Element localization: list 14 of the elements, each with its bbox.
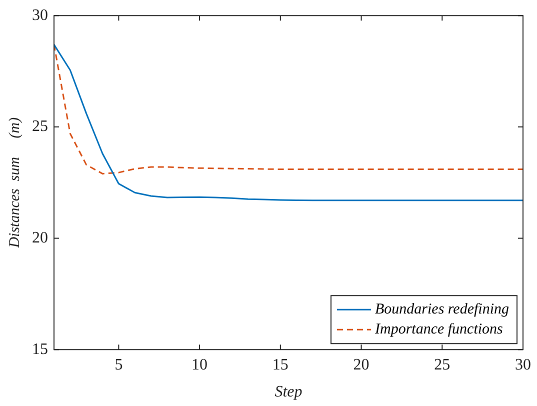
x-tick-label: 5 (114, 356, 123, 374)
legend-label: Importance functions (374, 322, 504, 338)
y-tick-label: 15 (32, 340, 48, 358)
y-axis-title: Distances sum (m) (6, 117, 23, 249)
x-tick-label: 25 (434, 356, 450, 374)
y-tick-label: 25 (32, 118, 48, 136)
x-tick-label: 15 (272, 356, 288, 374)
x-axis-title: Step (274, 384, 302, 401)
y-tick-label: 20 (32, 229, 48, 246)
x-tick-label: 20 (353, 356, 370, 374)
legend-label: Boundaries redefining (374, 302, 510, 318)
y-tick-label: 30 (32, 6, 48, 24)
x-tick-label: 10 (192, 356, 208, 374)
x-tick-label: 30 (515, 356, 531, 374)
